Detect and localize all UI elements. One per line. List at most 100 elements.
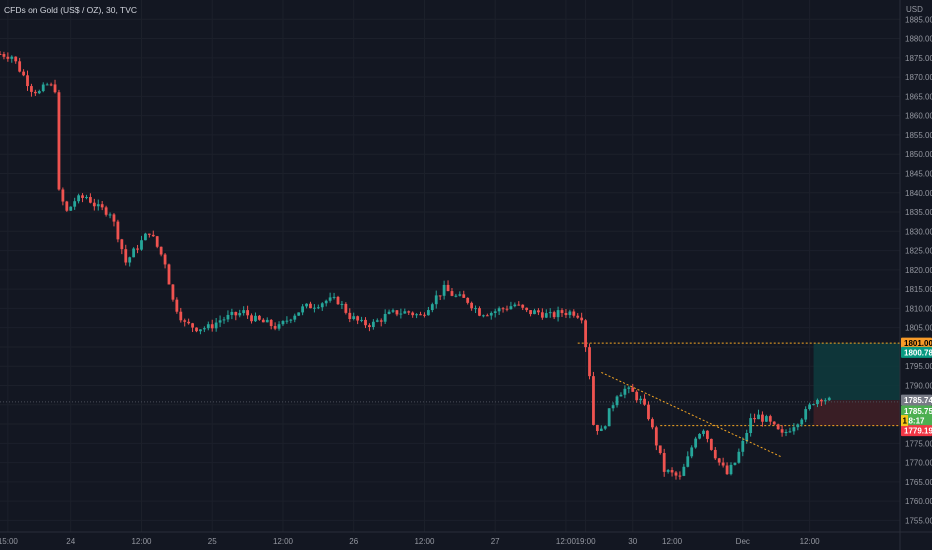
candle-body [269, 319, 273, 327]
candle-body [466, 297, 470, 303]
candle-body [525, 307, 529, 311]
candle-body [666, 470, 670, 472]
candle-body [30, 86, 33, 92]
candle-body [482, 315, 485, 317]
candle-body [257, 315, 261, 320]
candle-body [772, 421, 776, 425]
candle-body [702, 430, 705, 434]
candle-body [246, 310, 249, 316]
candle-body [741, 440, 745, 452]
candle-body [497, 308, 501, 312]
candle-body [320, 303, 324, 308]
candle-body [423, 314, 426, 316]
price-tag-stop [901, 425, 932, 437]
candle-body [344, 303, 348, 313]
candle-body [100, 204, 104, 208]
candle-body [721, 462, 725, 466]
price-tick-label: 1855.00 [905, 131, 932, 140]
time-tick-label: 19:00 [576, 537, 597, 546]
candle-body [10, 56, 14, 59]
position-zones [813, 343, 900, 426]
candle-body [706, 430, 709, 439]
candle-body [202, 328, 206, 330]
candle-body [242, 310, 246, 314]
candle-body [265, 319, 269, 323]
candle-body [823, 400, 827, 402]
candle-body [179, 311, 183, 321]
time-axis[interactable]: 15:00 24 12:00 25 12:00 26 12:00 27 12:00 19:00 30… [0, 537, 820, 546]
candle-body [6, 56, 10, 59]
candle-body [580, 317, 584, 321]
candle-body [485, 315, 489, 317]
candle-body [764, 416, 768, 422]
candle-body [662, 453, 666, 472]
candle-body [804, 409, 808, 420]
price-tag-target [901, 337, 932, 349]
candle-body [737, 451, 741, 463]
candle-body [729, 464, 733, 475]
candle-body [780, 429, 784, 433]
candle-body [250, 315, 253, 322]
candle-body [273, 326, 277, 329]
candle-body [147, 233, 151, 235]
level-lines [0, 342, 900, 427]
candle-body [171, 284, 175, 300]
trendline-drawing[interactable] [601, 371, 783, 458]
candle-body [187, 321, 191, 324]
candle-body [450, 291, 454, 296]
candle-body [387, 311, 391, 314]
candle-body [682, 466, 686, 476]
time-tick-label: 12:00 [273, 537, 294, 546]
candle-body [230, 311, 234, 315]
candle-body [501, 308, 505, 310]
price-tick-label: 1765.00 [905, 478, 932, 487]
candle-body [733, 462, 737, 465]
candle-body [784, 432, 788, 434]
candle-body [0, 53, 2, 55]
candle-body [556, 310, 560, 318]
time-tick-label: 12:00 [662, 537, 683, 546]
price-tick-label: 1870.00 [905, 73, 932, 82]
candle-body [749, 418, 753, 434]
candle-body [316, 307, 320, 309]
candle-body [768, 416, 772, 422]
price-tag-label-timer: 18:17 [904, 417, 925, 426]
candle-body [144, 233, 147, 241]
candle-body [407, 311, 411, 313]
time-tick-label: 12:00 [414, 537, 435, 546]
candle-body [611, 405, 615, 409]
candle-body [411, 312, 415, 316]
candle-body [61, 189, 65, 202]
candle-body [324, 300, 328, 304]
candle-body [462, 294, 466, 298]
price-tick-label: 1760.00 [905, 497, 932, 506]
candle-body [364, 319, 367, 326]
candle-body [368, 325, 371, 328]
price-tag-price [901, 405, 932, 417]
price-tick-label: 1850.00 [905, 150, 932, 159]
price-tick-label: 1845.00 [905, 169, 932, 178]
candle-body [49, 84, 53, 86]
candle-body [635, 391, 639, 401]
candle-body [77, 195, 81, 202]
candle-body [560, 310, 564, 313]
candlestick-series [0, 51, 831, 480]
candle-body [658, 445, 662, 454]
price-tag-label-target: 1801.00 [904, 339, 932, 348]
candle-body [446, 284, 450, 292]
yellow-marker-label: 1 [903, 417, 908, 426]
price-tick-label: 1775.00 [905, 439, 932, 448]
candle-body [698, 433, 701, 439]
candle-body [415, 314, 418, 316]
candle-body [709, 438, 713, 450]
candle-body [108, 214, 112, 216]
candle-body [568, 311, 572, 316]
candle-body [53, 84, 57, 93]
candle-body [383, 313, 387, 322]
price-tag-label-green1: 1800.78 [904, 348, 932, 357]
candle-body [132, 248, 136, 258]
candle-body [430, 304, 434, 311]
